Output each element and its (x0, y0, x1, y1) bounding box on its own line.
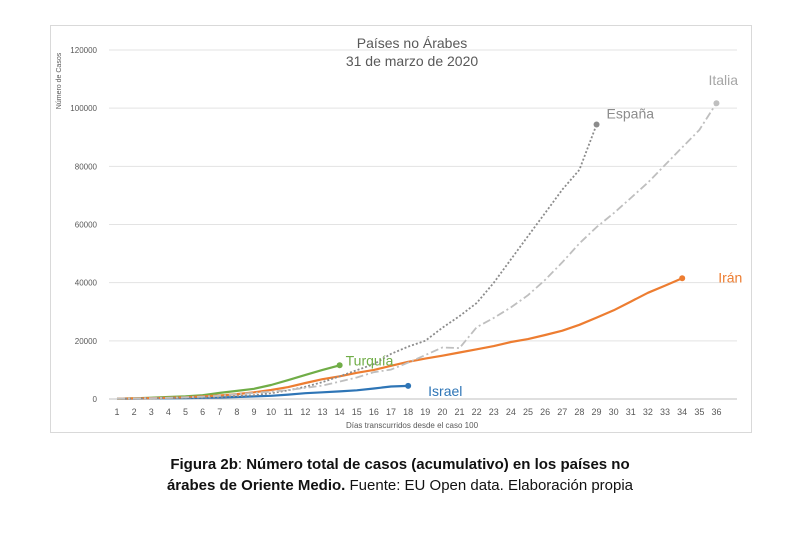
series-end-point-italia (713, 100, 720, 107)
series-line-italia (116, 102, 718, 400)
x-tick-label: 20 (437, 407, 447, 417)
series-lines (116, 100, 720, 400)
x-tick-label: 19 (420, 407, 430, 417)
x-tick-label: 18 (403, 407, 413, 417)
x-tick-label: 27 (557, 407, 567, 417)
x-tick-label: 23 (489, 407, 499, 417)
x-tick-label: 30 (609, 407, 619, 417)
x-tick-label: 6 (200, 407, 205, 417)
series-label-espana: España (607, 105, 655, 121)
x-tick-label: 16 (369, 407, 379, 417)
x-tick-label: 10 (266, 407, 276, 417)
y-tick-label: 80000 (75, 162, 98, 171)
series-end-point-iran (679, 275, 686, 282)
y-tick-label: 60000 (75, 221, 98, 230)
chart: Países no Árabes 31 de marzo de 2020 020… (56, 35, 743, 430)
caption-title-part-2: árabes de Oriente Medio. (166, 477, 346, 494)
x-tick-label: 29 (592, 407, 602, 417)
x-tick-label: 2 (132, 407, 137, 417)
x-tick-label: 8 (234, 407, 239, 417)
x-tick-label: 35 (694, 407, 704, 417)
x-tick-label: 9 (252, 407, 257, 417)
x-tick-label: 32 (643, 407, 653, 417)
series-end-labels: Israel Turquía Irán España Italia (346, 72, 743, 399)
x-tick-label: 1 (114, 407, 119, 417)
series-line-iran (116, 277, 683, 400)
chart-frame: Países no Árabes 31 de marzo de 2020 0 20… (50, 25, 752, 433)
x-tick-label: 7 (217, 407, 222, 417)
y-axis-label: Número de Casos (56, 52, 63, 109)
x-tick-label: 15 (352, 407, 362, 417)
x-axis-label: Días transcurridos desde el caso 100 (346, 421, 479, 430)
x-tick-label: 3 (149, 407, 154, 417)
x-tick-label: 26 (540, 407, 550, 417)
y-tick-labels: 0 20000 40000 60000 80000 100000 120000 (70, 46, 97, 404)
x-tick-label: 36 (711, 407, 721, 417)
series-end-point-turquia (336, 362, 343, 369)
y-tick-label: 0 (93, 395, 98, 404)
series-label-italia: Italia (708, 72, 738, 88)
y-tick-label: 100000 (70, 104, 97, 113)
x-tick-label: 33 (660, 407, 670, 417)
chart-subtitle: 31 de marzo de 2020 (346, 53, 479, 69)
x-tick-label: 21 (455, 407, 465, 417)
series-label-iran: Irán (718, 269, 742, 285)
figure-caption-line-2: árabes de Oriente Medio. Fuente: EU Open… (0, 477, 800, 494)
x-tick-labels: 1 2 3 4 5 6 7 8 9 10 11 12 13 14 15 16 17 18 19 20 21 22 23 24 2… (114, 407, 721, 417)
x-tick-label: 14 (335, 407, 345, 417)
chart-title: Países no Árabes (357, 35, 468, 51)
x-tick-label: 13 (318, 407, 328, 417)
caption-separator: : (237, 456, 247, 473)
y-tick-label: 120000 (70, 46, 97, 55)
grid-lines (109, 49, 737, 400)
x-tick-label: 24 (506, 407, 516, 417)
figure-number: Figura 2b (170, 456, 238, 473)
y-tick-label: 20000 (75, 337, 98, 346)
x-tick-label: 28 (574, 407, 584, 417)
x-tick-label: 22 (472, 407, 482, 417)
x-tick-label: 4 (166, 407, 171, 417)
series-end-point-israel (405, 382, 412, 389)
x-tick-label: 11 (284, 407, 293, 417)
caption-title-part-1: Número total de casos (acumulativo) en l… (246, 456, 630, 473)
x-tick-label: 31 (626, 407, 636, 417)
figure-caption-line-1: Figura 2b: Número total de casos (acumul… (0, 456, 800, 473)
y-tick-label: 40000 (75, 279, 98, 288)
series-end-point-espana (593, 121, 600, 128)
x-tick-label: 12 (300, 407, 310, 417)
x-tick-label: 34 (677, 407, 687, 417)
x-tick-label: 17 (386, 407, 396, 417)
series-label-israel: Israel (428, 383, 462, 399)
x-tick-label: 5 (183, 407, 188, 417)
series-label-turquia: Turquía (346, 352, 394, 368)
x-tick-label: 25 (523, 407, 533, 417)
caption-source: Fuente: EU Open data. Elaboración propia (345, 477, 634, 494)
